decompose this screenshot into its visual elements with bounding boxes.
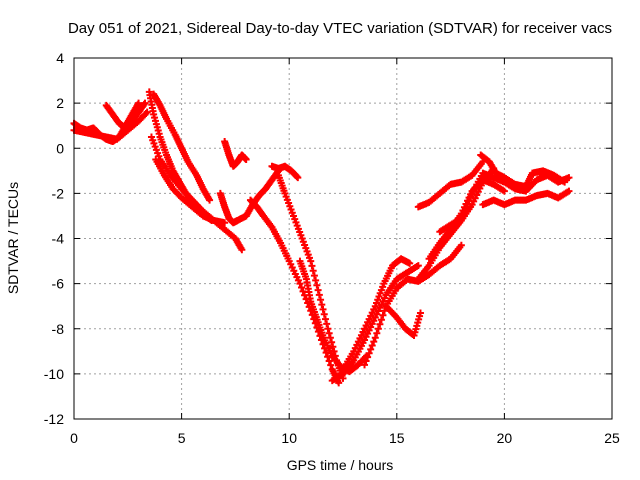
data-point bbox=[317, 296, 325, 304]
data-point bbox=[320, 310, 328, 318]
chart-title: Day 051 of 2021, Sidereal Day-to-day VTE… bbox=[68, 20, 612, 37]
y-tick-label: -4 bbox=[52, 231, 65, 247]
data-point bbox=[379, 311, 387, 319]
data-point bbox=[335, 379, 343, 387]
data-point bbox=[296, 280, 304, 288]
y-tick-label: -2 bbox=[52, 185, 65, 201]
data-series bbox=[479, 187, 573, 209]
data-point bbox=[365, 349, 373, 357]
data-point bbox=[326, 334, 334, 342]
data-point bbox=[142, 109, 150, 117]
data-series bbox=[102, 99, 149, 132]
data-point bbox=[321, 315, 329, 323]
y-axis-label: SDTVAR / TECUs bbox=[5, 182, 21, 294]
data-point bbox=[460, 207, 468, 215]
data-point bbox=[327, 361, 335, 369]
x-tick-label: 10 bbox=[281, 430, 297, 446]
x-tick-label: 5 bbox=[178, 430, 186, 446]
data-point bbox=[329, 343, 337, 351]
data-series bbox=[382, 302, 424, 340]
data-point bbox=[307, 257, 315, 265]
data-point bbox=[312, 276, 320, 284]
x-tick-label: 20 bbox=[497, 430, 513, 446]
axis-ticks: 0 5 10 15 20 25 -12 -10 -8 -6 -4 -2 0 2 4 bbox=[44, 50, 620, 446]
data-point bbox=[294, 174, 302, 182]
data-series bbox=[150, 90, 214, 204]
data-point bbox=[318, 301, 326, 309]
y-tick-label: 2 bbox=[56, 95, 64, 111]
data-point bbox=[314, 286, 322, 294]
data-point bbox=[361, 361, 369, 369]
data-point bbox=[464, 200, 472, 208]
data-point bbox=[242, 156, 250, 164]
data-series bbox=[339, 255, 414, 373]
x-tick-label: 15 bbox=[389, 430, 405, 446]
data-points bbox=[70, 88, 573, 387]
data-series bbox=[246, 196, 343, 387]
data-point bbox=[565, 187, 573, 195]
data-point bbox=[374, 325, 382, 333]
data-point bbox=[325, 357, 333, 365]
y-tick-label: -8 bbox=[52, 321, 65, 337]
data-point bbox=[377, 316, 385, 324]
data-point bbox=[467, 193, 475, 201]
x-tick-label: 0 bbox=[70, 430, 78, 446]
data-point bbox=[376, 320, 384, 328]
data-point bbox=[323, 320, 331, 328]
data-point bbox=[141, 99, 149, 107]
data-series bbox=[152, 156, 229, 227]
data-point bbox=[462, 204, 470, 212]
data-point bbox=[561, 178, 569, 186]
data-point bbox=[238, 246, 246, 254]
data-point bbox=[221, 219, 229, 227]
y-tick-label: -6 bbox=[52, 276, 65, 292]
data-series bbox=[425, 176, 508, 263]
data-point bbox=[465, 196, 473, 204]
data-point bbox=[313, 281, 321, 289]
y-tick-label: -12 bbox=[44, 411, 64, 427]
data-point bbox=[206, 196, 214, 204]
data-point bbox=[315, 291, 323, 299]
y-tick-label: 0 bbox=[56, 140, 64, 156]
data-point bbox=[319, 305, 327, 313]
data-point bbox=[414, 262, 422, 270]
data-point bbox=[143, 108, 151, 116]
data-series bbox=[477, 151, 569, 191]
data-series bbox=[221, 137, 250, 170]
plot-frame bbox=[73, 57, 613, 420]
grid bbox=[74, 58, 612, 419]
data-point bbox=[367, 345, 375, 353]
data-point bbox=[416, 309, 424, 317]
data-series bbox=[274, 171, 347, 382]
x-tick-label: 25 bbox=[604, 430, 620, 446]
data-point bbox=[457, 214, 465, 222]
data-point bbox=[297, 283, 305, 291]
y-tick-label: 4 bbox=[56, 50, 64, 66]
y-tick-label: -10 bbox=[44, 366, 64, 382]
data-point bbox=[309, 267, 317, 275]
data-point bbox=[406, 259, 414, 267]
x-axis-label: GPS time / hours bbox=[287, 457, 394, 473]
data-point bbox=[371, 334, 379, 342]
data-series bbox=[268, 162, 302, 182]
data-point bbox=[500, 187, 508, 195]
data-point bbox=[457, 241, 465, 249]
data-point bbox=[373, 329, 381, 337]
data-point bbox=[299, 287, 307, 295]
data-point bbox=[310, 272, 318, 280]
data-point bbox=[370, 338, 378, 346]
data-series bbox=[296, 257, 371, 376]
data-point bbox=[459, 211, 467, 219]
data-point bbox=[368, 342, 376, 350]
data-point bbox=[325, 329, 333, 337]
data-point bbox=[135, 99, 143, 107]
data-point bbox=[308, 262, 316, 270]
data-point bbox=[565, 174, 573, 182]
data-series bbox=[361, 241, 465, 369]
data-point bbox=[362, 357, 370, 365]
data-point bbox=[324, 325, 332, 333]
data-point bbox=[364, 353, 372, 361]
